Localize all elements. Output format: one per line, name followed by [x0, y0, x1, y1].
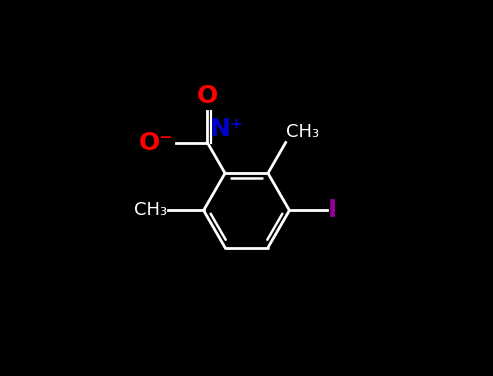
Text: O: O [197, 84, 218, 108]
Text: I: I [328, 199, 338, 222]
Text: CH₃: CH₃ [286, 123, 319, 141]
Text: O⁻: O⁻ [139, 130, 174, 155]
Text: CH₃: CH₃ [134, 202, 167, 219]
Text: N⁺: N⁺ [210, 117, 244, 141]
